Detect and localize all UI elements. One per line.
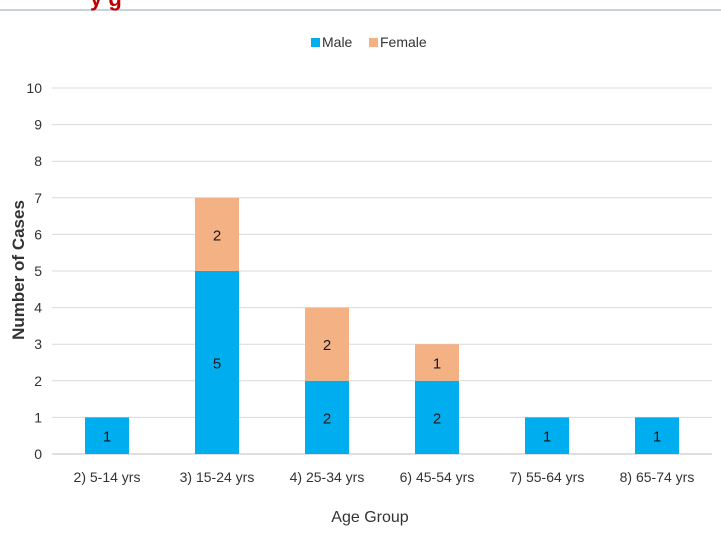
chart-bars: 1 5 2 2 2 2 1 1 1 [85, 197, 679, 454]
y-tick-label: 8 [34, 153, 42, 169]
y-tick-label: 2 [34, 373, 42, 389]
bar-data-label: 1 [433, 356, 441, 373]
y-tick-label: 10 [26, 80, 42, 96]
x-tick-label: 6) 45-54 yrs [400, 469, 475, 485]
bar-data-label: 1 [543, 429, 551, 446]
y-tick-label: 9 [34, 117, 42, 133]
chart-gridlines [52, 87, 712, 455]
legend-swatch-female [369, 38, 378, 47]
legend-swatch-male [311, 38, 320, 47]
bar-data-label: 1 [103, 429, 111, 446]
bar-data-label: 5 [213, 356, 221, 373]
bar-data-label: 2 [323, 410, 331, 427]
bar-male [635, 417, 679, 454]
y-axis-label: Number of Cases [9, 200, 28, 340]
bar-male [85, 417, 129, 454]
bar-female [195, 197, 239, 271]
x-tick-label: 3) 15-24 yrs [180, 469, 255, 485]
x-axis-label: Age Group [331, 509, 408, 526]
y-tick-label: 5 [34, 263, 42, 279]
bar-male [415, 380, 459, 454]
page-title-fragment: y g [90, 0, 122, 12]
bar-male [305, 380, 349, 454]
x-tick-label: 4) 25-34 yrs [290, 469, 365, 485]
x-tick-label: 8) 65-74 yrs [620, 469, 695, 485]
bar-female [415, 344, 459, 381]
y-axis-ticks: 0 1 2 3 4 5 6 7 8 9 10 [26, 80, 42, 462]
y-tick-label: 3 [34, 336, 42, 352]
bar-data-label: 2 [213, 227, 221, 244]
legend-label-male: Male [322, 34, 353, 50]
y-tick-label: 4 [34, 300, 42, 316]
chart-legend: Male Female [311, 34, 427, 50]
y-tick-label: 1 [34, 409, 42, 425]
y-tick-label: 7 [34, 190, 42, 206]
x-tick-label: 7) 55-64 yrs [510, 469, 585, 485]
bar-data-label: 1 [653, 429, 661, 446]
y-tick-label: 6 [34, 226, 42, 242]
legend-label-female: Female [380, 34, 427, 50]
bar-male [195, 271, 239, 454]
x-tick-label: 2) 5-14 yrs [74, 469, 141, 485]
bar-female [305, 307, 349, 381]
x-axis-ticks: 2) 5-14 yrs 3) 15-24 yrs 4) 25-34 yrs 6) 45… [74, 469, 695, 485]
header-divider [0, 0, 721, 11]
bar-data-label: 2 [323, 337, 331, 354]
bar-data-label: 2 [433, 410, 441, 427]
bar-male [525, 417, 569, 454]
y-tick-label: 0 [34, 446, 42, 462]
